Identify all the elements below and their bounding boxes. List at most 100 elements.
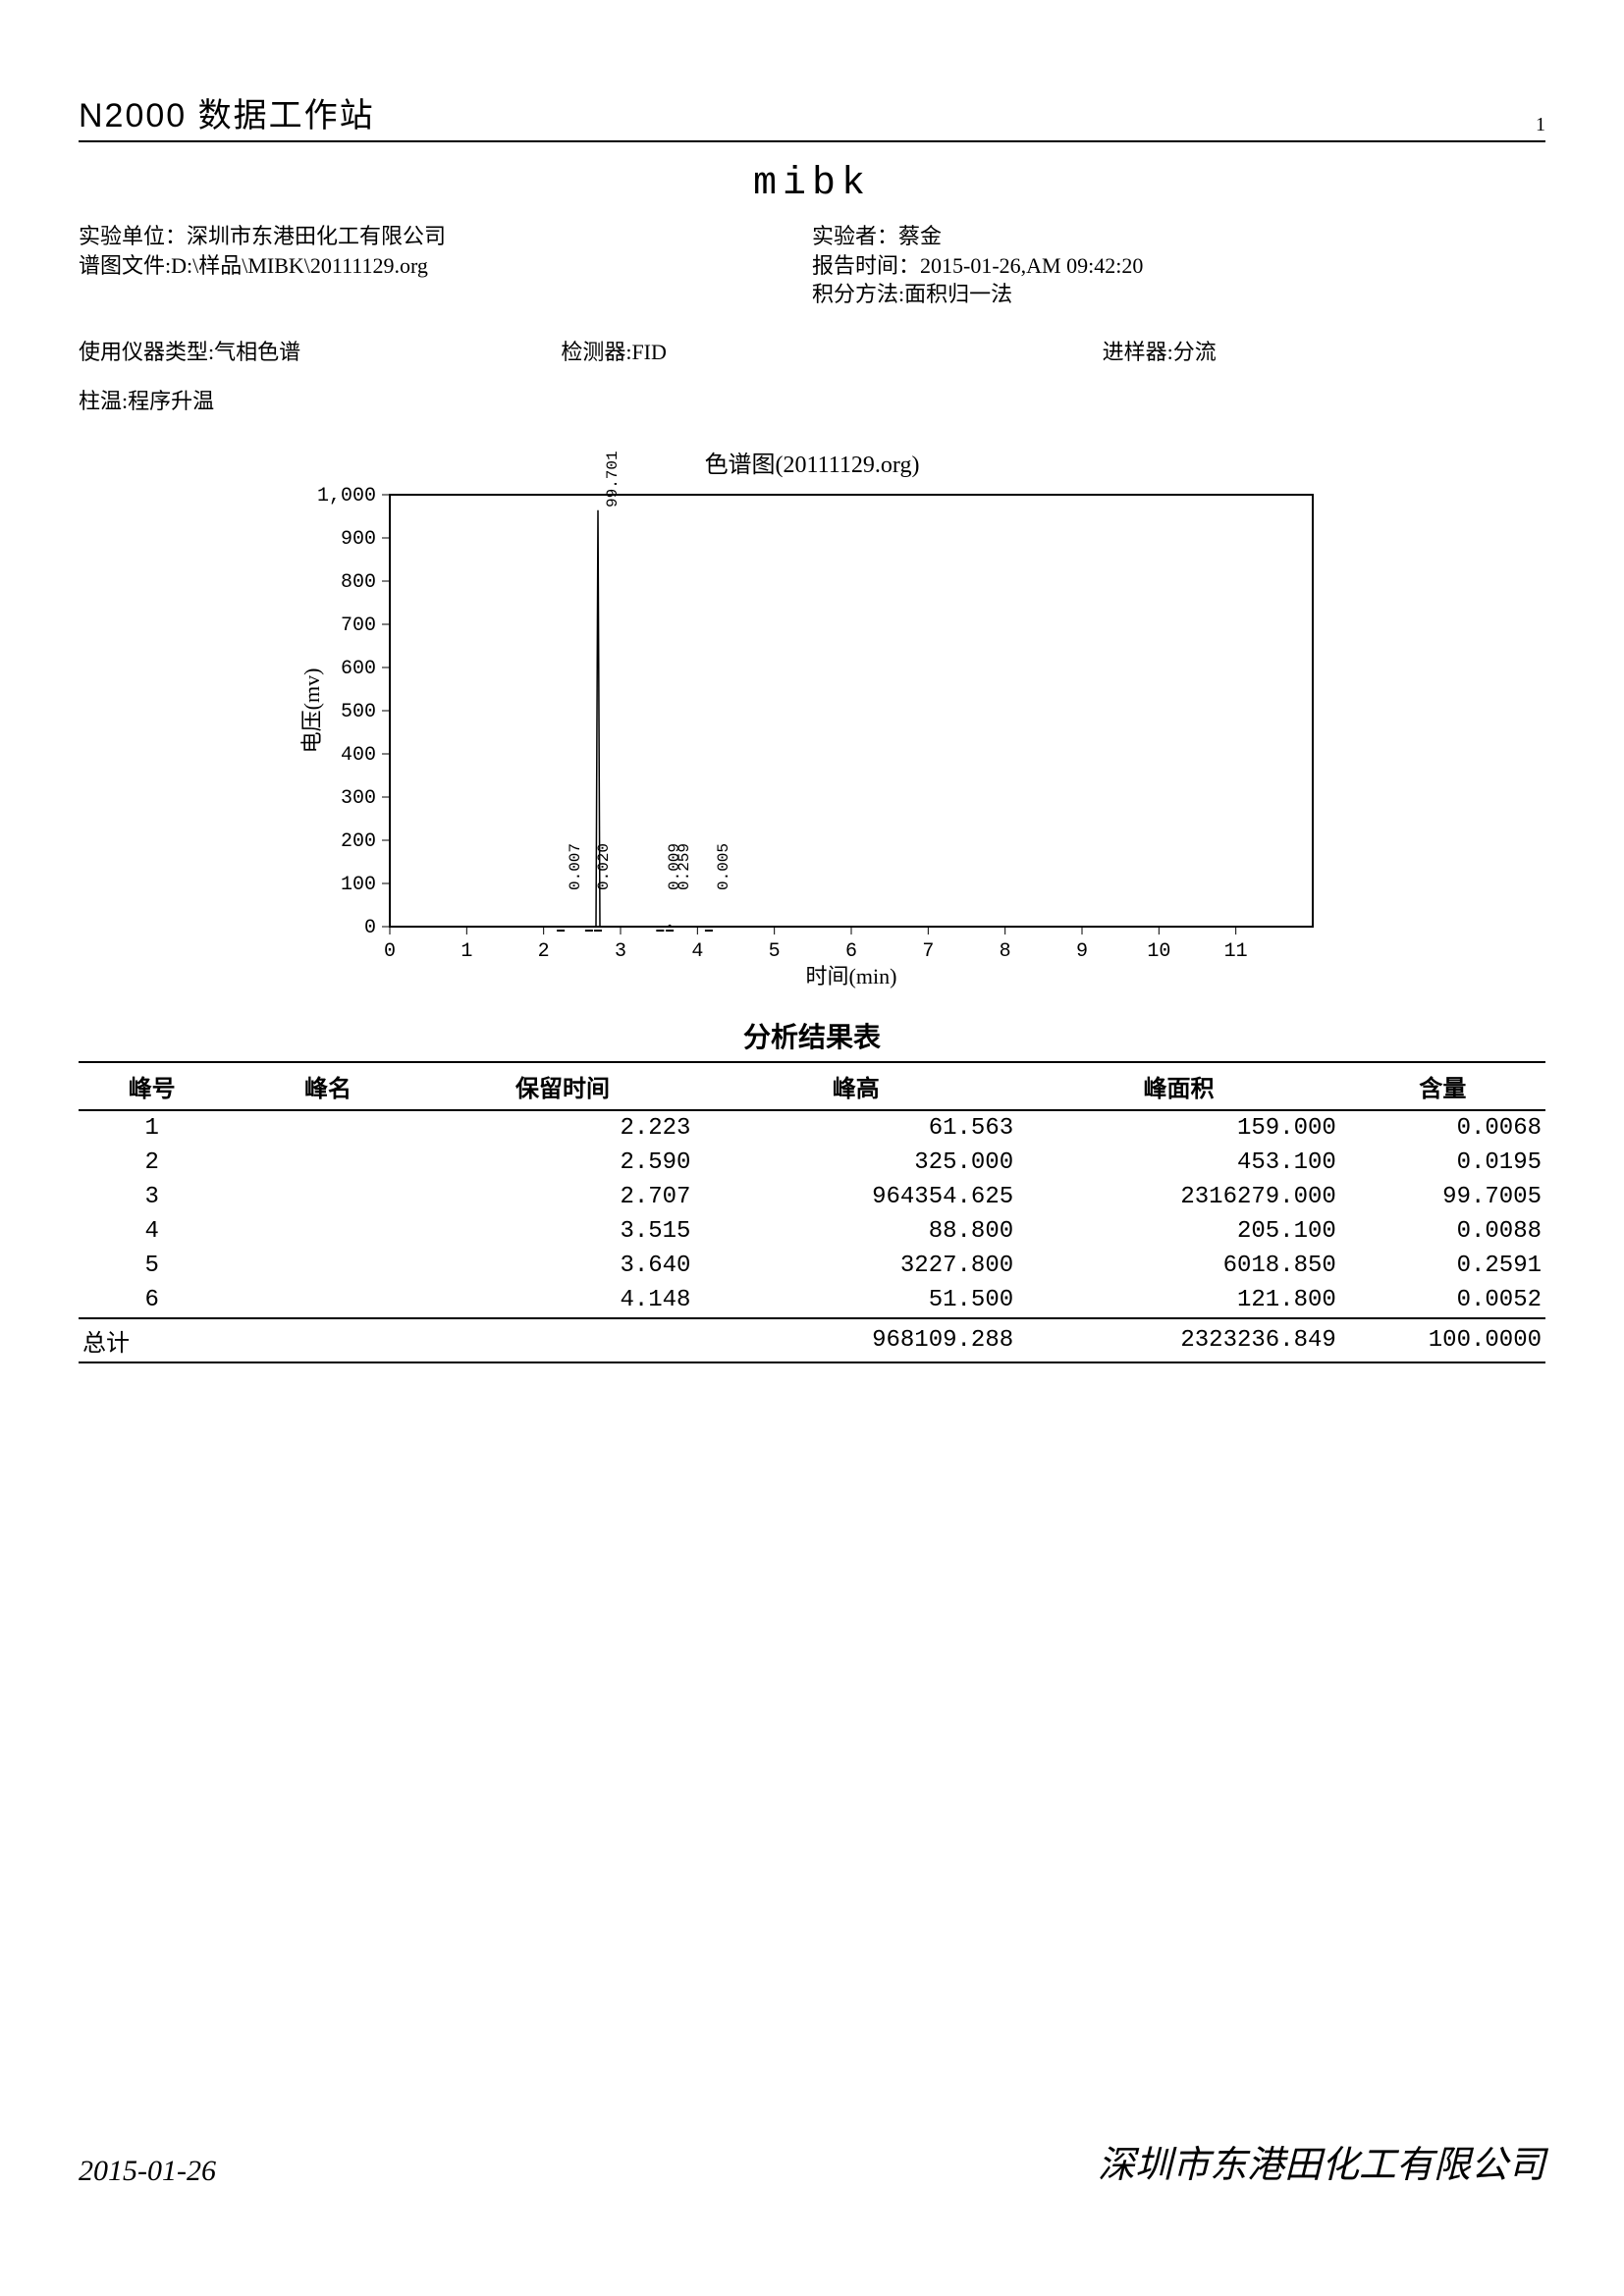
table-total-row: 总计 968109.2882323236.849100.0000 xyxy=(79,1318,1545,1362)
peak-label: 0.007 xyxy=(567,843,584,890)
xtick-label: 3 xyxy=(615,940,626,963)
ytick-label: 300 xyxy=(341,787,376,810)
cell-area: 453.100 xyxy=(1017,1146,1340,1180)
detector: 检测器:FID xyxy=(521,335,1003,366)
table-row: 4 3.51588.800205.1000.0088 xyxy=(79,1214,1545,1249)
integration-method: 积分方法:面积归一法 xyxy=(812,280,1545,309)
cell-area: 2316279.000 xyxy=(1017,1180,1340,1214)
x-axis-label: 时间(min) xyxy=(806,964,897,988)
cell-height: 88.800 xyxy=(694,1214,1017,1249)
xtick-label: 0 xyxy=(384,940,396,963)
instrument-type: 使用仪器类型:气相色谱 xyxy=(79,335,521,366)
ytick-label: 400 xyxy=(341,744,376,767)
table-row: 32.707964354.6252316279.00099.7005 xyxy=(79,1180,1545,1214)
cell-area: 205.100 xyxy=(1017,1214,1340,1249)
results-table: 峰号峰名保留时间峰高峰面积含量12.22361.563159.0000.0068… xyxy=(79,1061,1545,1363)
page: N2000 数据工作站 1 mibk 实验单位：深圳市东港田化工有限公司 谱图文… xyxy=(0,0,1624,2296)
table-header: 峰高 xyxy=(694,1062,1017,1110)
xtick-label: 5 xyxy=(769,940,781,963)
cell-rt: 3.640 xyxy=(431,1249,695,1283)
results-title: 分析结果表 xyxy=(79,1016,1545,1055)
cell-peak-name xyxy=(225,1214,430,1249)
table-row: 64.14851.500121.8000.0052 xyxy=(79,1283,1545,1318)
injector: 进样器:分流 xyxy=(1004,335,1545,366)
footer-company: 深圳市东港田化工有限公司 xyxy=(1098,2134,1545,2188)
chart-svg: 01002003004005006007008009001,0000123456… xyxy=(301,485,1323,995)
cell-peak-name xyxy=(225,1180,430,1214)
chrom-file: 谱图文件:D:\样品\MIBK\20111129.org xyxy=(79,251,812,281)
cell-peak-no: 5 xyxy=(79,1249,225,1283)
cell-rt: 3.515 xyxy=(431,1214,695,1249)
meta-row2: 使用仪器类型:气相色谱 检测器:FID 进样器:分流 xyxy=(79,335,1545,366)
meta-left: 实验单位：深圳市东港田化工有限公司 谱图文件:D:\样品\MIBK\201111… xyxy=(79,222,812,309)
table-header: 峰号 xyxy=(79,1062,225,1110)
cell-height: 964354.625 xyxy=(694,1180,1017,1214)
plot-border xyxy=(390,495,1313,927)
ytick-label: 0 xyxy=(364,917,376,939)
xtick-label: 6 xyxy=(845,940,857,963)
column-temp: 柱温:程序升温 xyxy=(79,389,214,413)
table-row: 22.590325.000453.1000.0195 xyxy=(79,1146,1545,1180)
table-header: 峰名 xyxy=(225,1062,430,1110)
cell-content: 0.0052 xyxy=(1340,1283,1545,1318)
cell-peak-name xyxy=(225,1283,430,1318)
cell-peak-no: 4 xyxy=(79,1214,225,1249)
peak-label: 0.020 xyxy=(595,843,613,890)
footer-date: 2015-01-26 xyxy=(79,2155,216,2188)
chromatogram-chart: 01002003004005006007008009001,0000123456… xyxy=(301,485,1323,995)
ytick-label: 200 xyxy=(341,830,376,853)
footer: 2015-01-26 深圳市东港田化工有限公司 xyxy=(79,2134,1545,2188)
page-number: 1 xyxy=(1536,114,1545,136)
total-label: 总计 xyxy=(79,1318,225,1362)
cell-peak-no: 3 xyxy=(79,1180,225,1214)
peak-label: 99.701 xyxy=(604,452,622,508)
ytick-label: 600 xyxy=(341,658,376,680)
total-content: 100.0000 xyxy=(1340,1318,1545,1362)
cell-rt: 2.590 xyxy=(431,1146,695,1180)
cell-rt: 2.223 xyxy=(431,1110,695,1146)
xtick-label: 2 xyxy=(538,940,550,963)
cell-area: 121.800 xyxy=(1017,1283,1340,1318)
table-row: 5 3.6403227.8006018.8500.2591 xyxy=(79,1249,1545,1283)
cell-peak-name xyxy=(225,1110,430,1146)
y-axis-label: 电压(mv) xyxy=(299,668,324,754)
xtick-label: 9 xyxy=(1076,940,1088,963)
ytick-label: 900 xyxy=(341,528,376,551)
cell-rt: 2.707 xyxy=(431,1180,695,1214)
cell-area: 159.000 xyxy=(1017,1110,1340,1146)
meta-block: 实验单位：深圳市东港田化工有限公司 谱图文件:D:\样品\MIBK\201111… xyxy=(79,222,1545,309)
cell-peak-no: 2 xyxy=(79,1146,225,1180)
cell-peak-name xyxy=(225,1146,430,1180)
cell-height: 51.500 xyxy=(694,1283,1017,1318)
cell-height: 61.563 xyxy=(694,1110,1017,1146)
cell-height: 3227.800 xyxy=(694,1249,1017,1283)
peak-label: 0.005 xyxy=(715,843,732,890)
cell-area: 6018.850 xyxy=(1017,1249,1340,1283)
ytick-label: 500 xyxy=(341,701,376,723)
cell-peak-name xyxy=(225,1249,430,1283)
xtick-label: 7 xyxy=(922,940,934,963)
table-header: 含量 xyxy=(1340,1062,1545,1110)
xtick-label: 10 xyxy=(1147,940,1170,963)
ytick-label: 800 xyxy=(341,571,376,594)
xtick-label: 1 xyxy=(460,940,472,963)
ytick-label: 1,000 xyxy=(317,485,376,507)
table-row: 12.22361.563159.0000.0068 xyxy=(79,1110,1545,1146)
cell-rt: 4.148 xyxy=(431,1283,695,1318)
experimenter: 实验者：蔡金 xyxy=(812,222,1545,251)
xtick-label: 11 xyxy=(1224,940,1248,963)
cell-content: 0.0068 xyxy=(1340,1110,1545,1146)
table-header: 保留时间 xyxy=(431,1062,695,1110)
total-area: 2323236.849 xyxy=(1017,1318,1340,1362)
ytick-label: 700 xyxy=(341,614,376,637)
chart-title: 色谱图(20111129.org) xyxy=(79,445,1545,479)
report-time: 报告时间：2015-01-26,AM 09:42:20 xyxy=(812,251,1545,281)
cell-content: 0.2591 xyxy=(1340,1249,1545,1283)
total-height: 968109.288 xyxy=(694,1318,1017,1362)
ytick-label: 100 xyxy=(341,874,376,896)
report-title: mibk xyxy=(79,162,1545,206)
xtick-label: 8 xyxy=(1000,940,1011,963)
meta-row3: 柱温:程序升温 xyxy=(79,384,1545,415)
cell-content: 0.0088 xyxy=(1340,1214,1545,1249)
chart-section: 色谱图(20111129.org) 0100200300400500600700… xyxy=(79,445,1545,1000)
